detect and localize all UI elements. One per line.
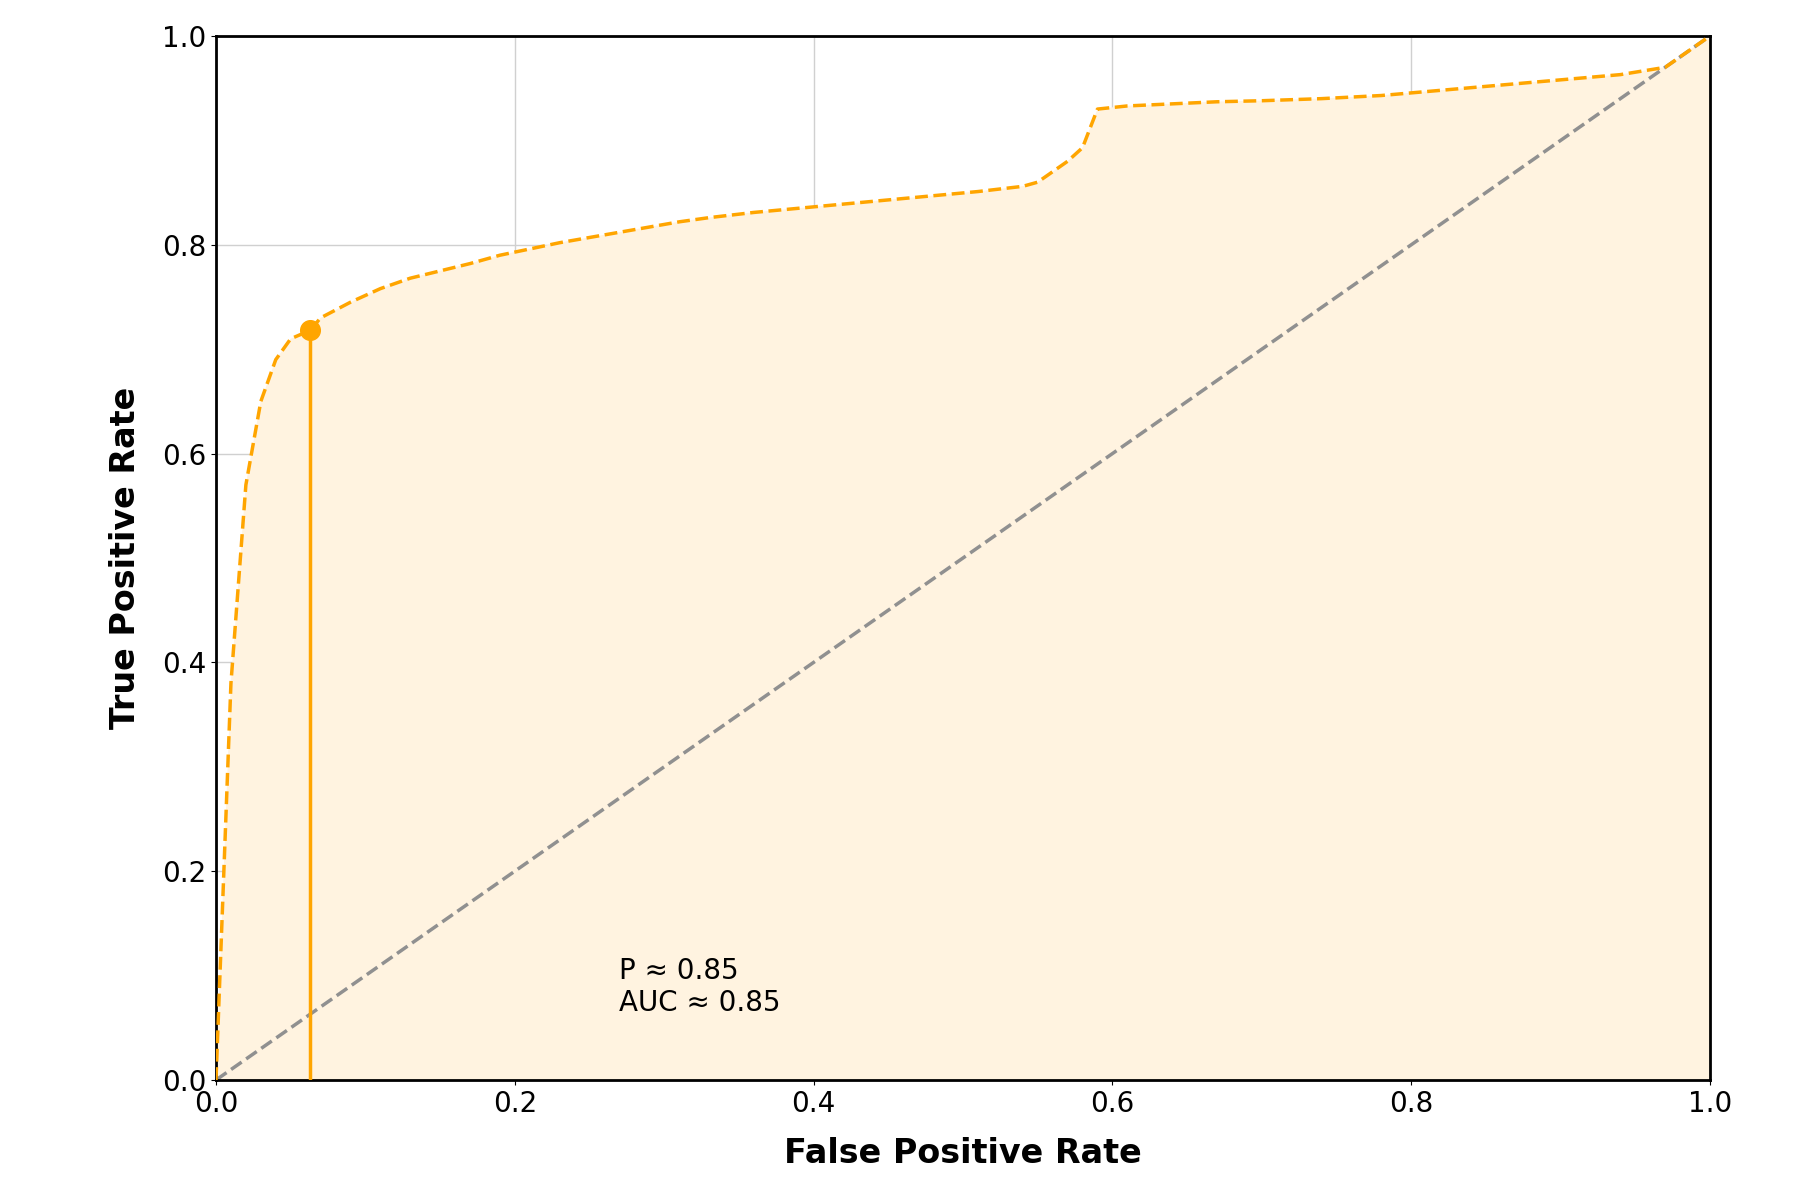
Y-axis label: True Positive Rate: True Positive Rate	[110, 386, 142, 730]
X-axis label: False Positive Rate: False Positive Rate	[785, 1138, 1141, 1170]
Point	[295, 320, 324, 340]
Text: P ≈ 0.85
AUC ≈ 0.85: P ≈ 0.85 AUC ≈ 0.85	[619, 956, 781, 1018]
